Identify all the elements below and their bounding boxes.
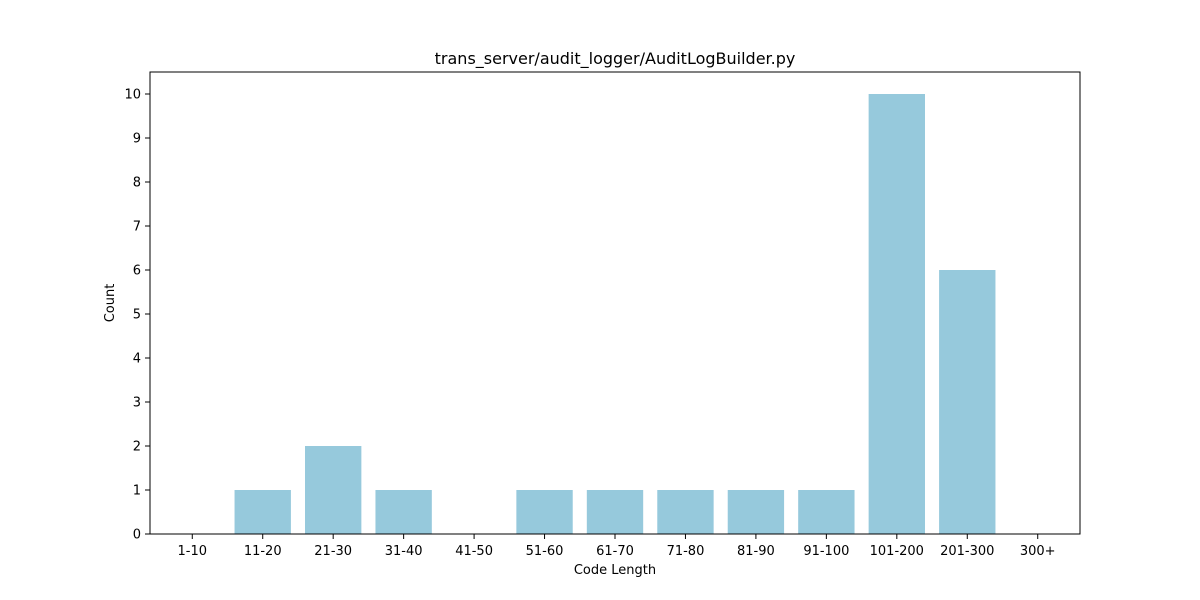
y-tick-label: 8 (133, 176, 141, 191)
bar-81-90 (727, 490, 785, 534)
x-tick-label: 81-90 (737, 544, 775, 559)
bar-61-70 (586, 490, 644, 534)
x-tick-label: 101-200 (870, 544, 924, 559)
y-tick-label: 4 (133, 352, 141, 367)
y-tick-label: 1 (133, 484, 141, 499)
y-tick-label: 3 (133, 396, 141, 411)
y-tick-label: 6 (133, 264, 141, 279)
plot-frame (149, 71, 1081, 535)
x-tick-label: 201-300 (940, 544, 994, 559)
x-tick-label: 21-30 (314, 544, 352, 559)
x-tick-label: 1-10 (178, 544, 208, 559)
x-tick-label: 300+ (1020, 544, 1056, 559)
x-axis-ticks: 1-10 11-20 21-30 31-40 41-50 51-60 61-70 71-80 8… (178, 534, 1056, 559)
y-tick-label: 5 (133, 308, 141, 323)
chart-title: trans_server/audit_logger/AuditLogBuilde… (435, 49, 796, 69)
y-tick-label: 2 (133, 440, 141, 455)
x-tick-label: 71-80 (667, 544, 705, 559)
bar-11-20 (234, 490, 291, 534)
y-axis-ticks: 0 1 2 3 4 5 6 7 8 9 10 (124, 88, 150, 543)
x-tick-label: 61-70 (596, 544, 634, 559)
y-tick-label: 9 (133, 132, 141, 147)
x-tick-label: 41-50 (455, 544, 493, 559)
x-tick-label: 91-100 (803, 544, 849, 559)
bar-31-40 (375, 490, 432, 534)
x-tick-label: 11-20 (244, 544, 282, 559)
bars-group (234, 94, 996, 534)
bar-201-300 (939, 270, 996, 534)
bar-21-30 (305, 446, 362, 534)
y-tick-label: 10 (124, 88, 141, 103)
bar-91-100 (798, 490, 855, 534)
bar-51-60 (516, 490, 573, 534)
y-tick-label: 0 (133, 528, 141, 543)
x-tick-label: 31-40 (385, 544, 423, 559)
y-tick-label: 7 (133, 220, 141, 235)
x-tick-label: 51-60 (526, 544, 564, 559)
y-axis-label: Count (103, 284, 118, 323)
bar-71-80 (657, 490, 714, 534)
x-axis-label: Code Length (574, 563, 656, 578)
bar-101-200 (868, 94, 925, 534)
